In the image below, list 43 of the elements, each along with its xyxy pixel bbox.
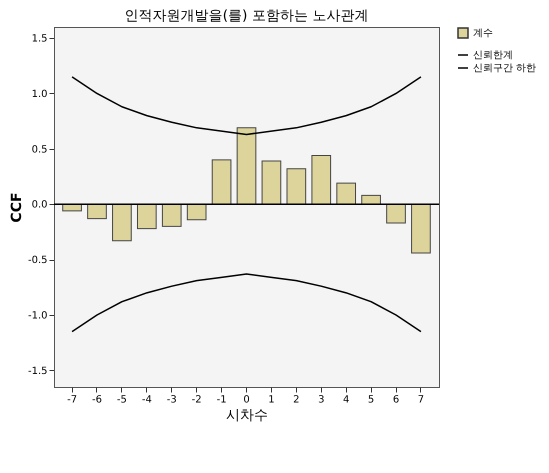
y-tick-label: 1.0	[32, 88, 48, 100]
x-tick-label: 1	[268, 394, 275, 406]
bar	[262, 160, 282, 205]
line-series	[71, 273, 422, 332]
x-tick-label: -3	[166, 394, 177, 406]
bar	[162, 204, 182, 227]
bar	[87, 204, 107, 220]
y-tick-label: 1.5	[32, 34, 48, 45]
bar	[236, 127, 256, 205]
bar	[212, 159, 232, 205]
x-tick-label: -6	[92, 394, 102, 406]
x-tick-label: -7	[67, 394, 78, 406]
line-series	[71, 76, 422, 136]
y-tick-label: -1.0	[28, 310, 48, 322]
legend-label: 신뢰한계	[473, 50, 513, 61]
x-tick-label: 5	[368, 394, 374, 406]
legend-label: 계수	[473, 28, 493, 39]
bar	[411, 204, 431, 254]
bar	[311, 154, 332, 205]
bar	[136, 204, 157, 230]
y-tick-label: 0.5	[32, 144, 48, 156]
x-tick-label: 6	[392, 394, 400, 406]
bar	[286, 168, 306, 205]
x-tick-label: -4	[142, 394, 152, 406]
bar	[186, 204, 207, 220]
y-tick-label: 0.0	[32, 200, 48, 211]
bar	[112, 204, 132, 242]
bar	[386, 204, 406, 224]
x-tick-label: -2	[192, 394, 202, 406]
legend-label: 신뢰구간 하한	[473, 63, 536, 74]
x-tick-label: 7	[418, 394, 424, 406]
x-tick-label: 2	[293, 394, 300, 406]
x-tick-label: 4	[342, 394, 350, 406]
x-tick-label: -1	[216, 394, 227, 406]
chart-title: 인적자원개발을(를) 포함하는 노사관계	[124, 8, 368, 24]
bar	[336, 182, 356, 205]
x-tick-label: 3	[318, 394, 324, 406]
y-tick-label: -0.5	[28, 255, 48, 266]
y-axis-title: CCF	[8, 192, 25, 223]
x-axis-title: 시차수	[226, 408, 268, 424]
x-tick-label: -5	[116, 394, 127, 406]
y-tick-label: -1.5	[28, 366, 48, 377]
x-tick-label: 0	[243, 394, 250, 406]
